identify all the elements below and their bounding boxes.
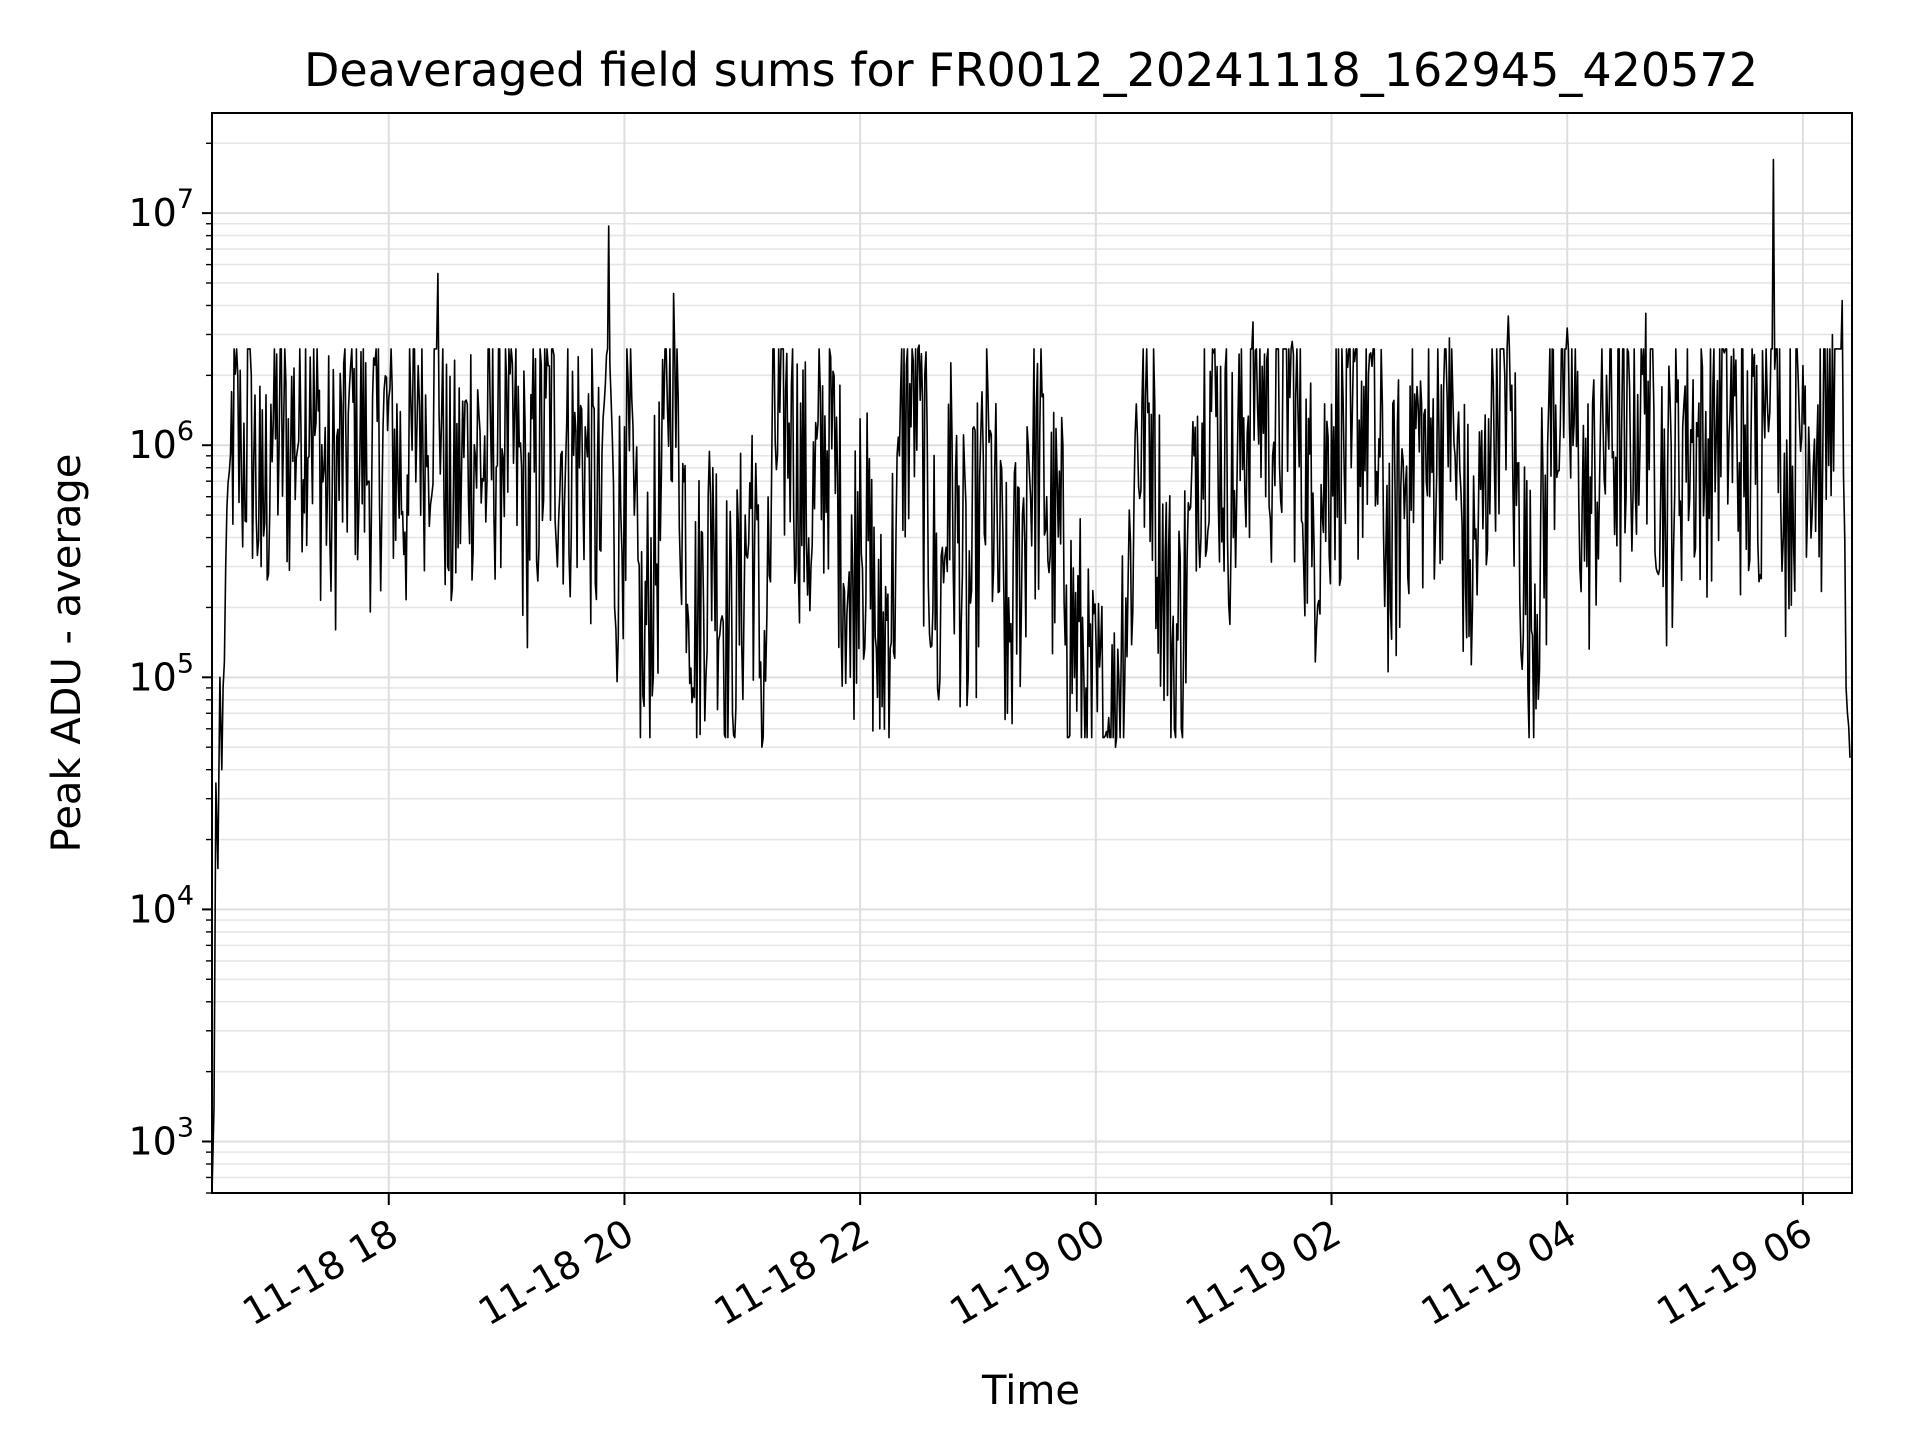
x-axis: 11-18 18 11-18 20 11-18 22 11-19 00 11-19 02… <box>235 1193 1819 1334</box>
grid-lines <box>212 113 1852 1194</box>
y-tick-label: 106 <box>128 416 194 467</box>
y-axis-label: Peak ADU - average <box>44 454 90 853</box>
x-tick-label: 11-18 18 <box>235 1211 405 1335</box>
x-tick-label: 11-19 00 <box>942 1211 1112 1335</box>
y-tick-label: 104 <box>128 880 194 931</box>
series-line <box>211 158 1851 1194</box>
y-tick-label: 105 <box>128 648 194 699</box>
x-tick-label: 11-18 20 <box>471 1211 641 1335</box>
x-tick-label: 11-19 06 <box>1649 1211 1819 1335</box>
chart-title: Deaveraged field sums for FR0012_2024111… <box>304 43 1758 97</box>
x-tick-label: 11-19 02 <box>1178 1211 1348 1335</box>
y-axis: 103 104 105 106 107 <box>128 142 212 1194</box>
x-axis-label: Time <box>981 1368 1080 1414</box>
x-tick-label: 11-18 22 <box>707 1211 877 1335</box>
y-tick-label: 103 <box>128 1113 194 1164</box>
y-tick-label: 107 <box>128 184 194 235</box>
plot-frame <box>211 112 1853 1194</box>
x-tick-label: 11-19 04 <box>1414 1211 1584 1335</box>
